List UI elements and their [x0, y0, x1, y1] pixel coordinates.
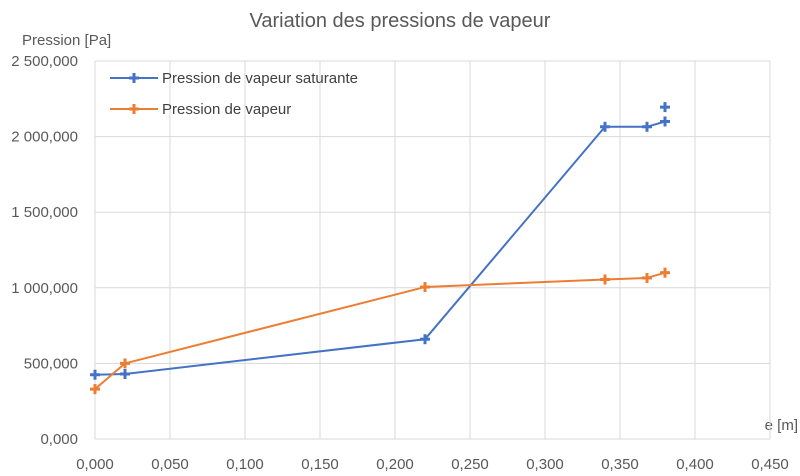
y-tick-label: 2 000,000 [11, 129, 78, 146]
y-tick-label: 1 500,000 [11, 204, 78, 221]
y-tick-label: 500,000 [24, 355, 78, 372]
data-point-marker [90, 384, 100, 395]
data-point-marker [120, 368, 130, 379]
legend: Pression de vapeur saturante Pression de … [110, 70, 358, 118]
x-tick-label: 0,200 [376, 456, 414, 473]
legend-swatch-marker [129, 104, 139, 114]
data-point-marker [420, 282, 430, 293]
legend-label: Pression de vapeur [162, 101, 291, 118]
data-point-marker [660, 116, 670, 127]
x-tick-label: 0,050 [151, 456, 189, 473]
x-tick-label: 0,100 [226, 456, 264, 473]
y-tick-label: 1 000,000 [11, 280, 78, 297]
x-axis-title: e [m] [765, 417, 798, 434]
x-tick-label: 0,000 [76, 456, 114, 473]
x-tick-label: 0,450 [751, 456, 789, 473]
data-point-marker [642, 121, 652, 132]
x-tick-label: 0,350 [601, 456, 639, 473]
data-point-marker [420, 334, 430, 345]
series-line-2 [94, 271, 666, 390]
data-point-marker [660, 102, 670, 113]
data-point-marker [600, 121, 610, 132]
data-point-marker [660, 267, 670, 278]
legend-swatch-marker [129, 73, 139, 83]
x-tick-label: 0,400 [676, 456, 714, 473]
y-tick-label: 2 500,000 [11, 53, 78, 70]
data-point-marker [600, 274, 610, 285]
legend-label: Pression de vapeur saturante [162, 70, 358, 87]
plot-area: 0,000 0,050 0,100 0,150 0,200 0,250 0,300 0,350… [11, 53, 789, 473]
data-point-marker [120, 358, 130, 369]
data-point-marker [642, 272, 652, 283]
y-axis-title: Pression [Pa] [22, 32, 111, 49]
data-point-marker [90, 369, 100, 380]
chart-title: Variation des pressions de vapeur [250, 10, 551, 32]
x-tick-label: 0,150 [301, 456, 339, 473]
x-tick-label: 0,250 [451, 456, 489, 473]
x-tick-label: 0,300 [526, 456, 564, 473]
series-line-1 [94, 120, 666, 376]
y-tick-label: 0,000 [40, 431, 78, 448]
